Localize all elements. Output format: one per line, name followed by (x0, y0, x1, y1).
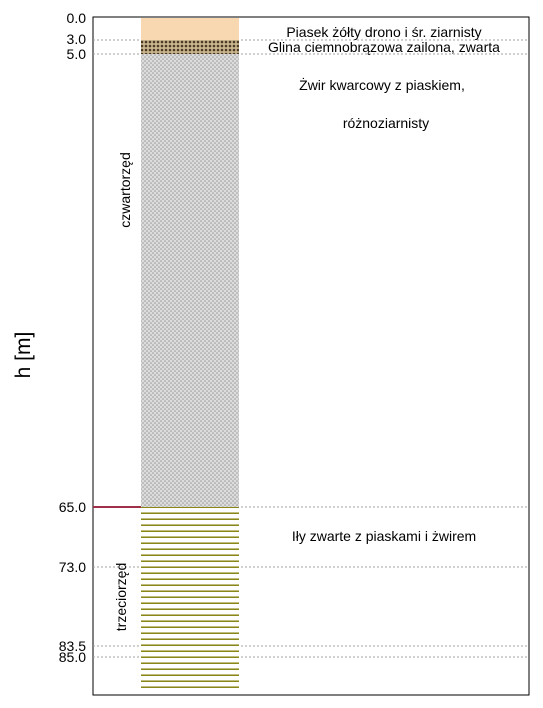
axis-title: h [m] (12, 332, 35, 379)
plot-frame (92, 16, 530, 696)
era-label-tertiary: trzeciorzęd (113, 563, 129, 631)
layer-description: różnoziarnisty (343, 115, 429, 131)
layer-description: Glina ciemnobrązowa zailona, zwarta (268, 39, 500, 55)
depth-tick-label: 5.0 (67, 46, 87, 62)
depth-tick-label: 73.0 (59, 559, 86, 575)
layer-description: Żwir kwarcowy z piaskiem, (299, 76, 465, 93)
depth-tick-label: 83.5 (59, 638, 86, 654)
layer-sand (141, 18, 239, 40)
layer-gravel (141, 54, 239, 507)
layer-clay (141, 40, 239, 54)
layer-description: Piasek żółty drono i śr. ziarnisty (286, 24, 481, 40)
layer-silt (141, 507, 239, 690)
depth-tick-label: 3.0 (67, 31, 87, 47)
depth-tick-label: 85.0 (59, 649, 86, 665)
depth-tick-label: 65.0 (59, 499, 86, 515)
depth-tick-label: 0.0 (67, 10, 87, 26)
era-label-quaternary: czwartorzęd (117, 152, 133, 227)
layer-description: Iły zwarte z piaskami i żwirem (292, 528, 476, 544)
